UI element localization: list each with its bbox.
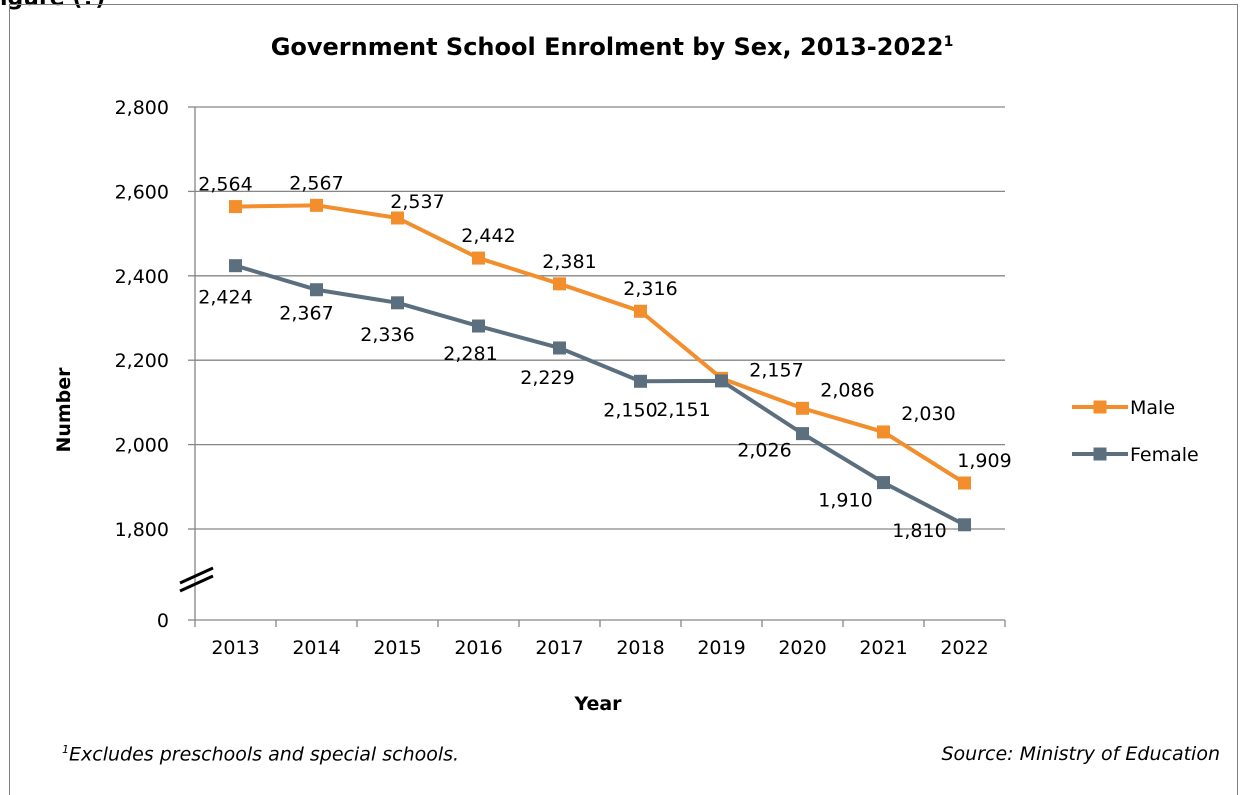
y-tick-label: 0: [157, 610, 169, 632]
legend-marker: [1093, 400, 1107, 414]
data-label: 2,381: [542, 251, 596, 273]
x-tick-label: 2021: [859, 637, 907, 659]
x-tick-label: 2020: [778, 637, 826, 659]
x-tick-label: 2014: [292, 637, 340, 659]
data-point-male: [958, 476, 971, 490]
gridlines: [195, 106, 1005, 530]
data-label: 2,086: [820, 379, 874, 401]
x-axis-label: Year: [573, 693, 622, 715]
series-line-female: [234, 263, 966, 527]
data-label: 1,810: [892, 520, 946, 542]
axis-break-mark: [179, 566, 214, 585]
axis-break-mark: [179, 574, 214, 593]
data-point-male: [391, 211, 404, 225]
data-point-female: [958, 518, 971, 532]
legend-label: Male: [1130, 397, 1175, 419]
series-lines: [229, 198, 971, 532]
data-label: 2,442: [461, 225, 515, 247]
data-label: 2,151: [656, 399, 710, 421]
footnote: 1Excludes preschools and special schools…: [62, 743, 460, 766]
data-point-female: [310, 283, 323, 297]
data-label: 2,567: [289, 172, 343, 194]
data-point-female: [472, 319, 485, 333]
figure-label: igure (?): [0, 0, 105, 11]
data-label: 2,150: [603, 399, 657, 421]
series-line-male: [235, 203, 966, 485]
data-point-female: [391, 296, 404, 310]
data-point-female: [715, 374, 728, 388]
data-point-male: [310, 198, 323, 212]
source-note: Source: Ministry of Education: [941, 743, 1221, 765]
data-point-female: [796, 427, 809, 441]
legend-marker: [1093, 447, 1107, 461]
y-tick-label: 2,200: [115, 350, 169, 372]
data-labels: 2,564 2,567 2,537 2,442 2,381 2,316 2,157 2,086…: [198, 172, 1011, 541]
data-point-female: [553, 341, 566, 355]
x-tick-label: 2017: [535, 637, 583, 659]
x-tick-labels: 2013 2014 2015 2016 2017 2018 2019 2020 2021 2022: [211, 637, 988, 659]
data-label: 2,026: [737, 440, 791, 462]
legend-label: Female: [1130, 444, 1199, 466]
y-tick-label: 2,400: [115, 266, 169, 288]
data-label: 1,909: [957, 450, 1011, 472]
y-tick-label: 2,000: [115, 435, 169, 457]
y-tick-label: 2,600: [115, 181, 169, 203]
data-point-male: [472, 251, 485, 265]
data-label: 2,564: [198, 174, 252, 196]
data-label: 2,537: [390, 191, 444, 213]
chart-title: Government School Enrolment by Sex, 2013…: [271, 33, 954, 61]
data-point-female: [229, 259, 242, 273]
data-label: 2,157: [749, 359, 803, 381]
data-point-male: [796, 401, 809, 415]
y-tick-label: 2,800: [115, 97, 169, 119]
x-tick-label: 2016: [454, 637, 502, 659]
data-label: 2,367: [279, 303, 333, 325]
x-tick-label: 2019: [697, 637, 745, 659]
data-point-female: [634, 374, 647, 388]
data-label: 2,030: [901, 403, 955, 425]
data-label: 2,336: [360, 324, 414, 346]
data-label: 2,316: [623, 278, 677, 300]
x-tick-label: 2018: [616, 637, 664, 659]
x-tick-label: 2013: [211, 637, 259, 659]
data-point-male: [877, 425, 890, 439]
data-point-male: [229, 200, 242, 214]
data-label: 2,424: [198, 287, 252, 309]
axes: [179, 106, 1006, 627]
x-tick-label: 2022: [940, 637, 988, 659]
y-tick-label: 1,800: [115, 519, 169, 541]
y-tick-labels: 0 1,800 2,000 2,200 2,400 2,600 2,800: [115, 97, 169, 632]
data-label: 2,229: [520, 367, 574, 389]
data-point-male: [634, 304, 647, 318]
data-point-male: [553, 277, 566, 291]
data-point-female: [877, 476, 890, 490]
chart-frame: [9, 4, 1238, 795]
data-label: 1,910: [818, 490, 872, 512]
data-label: 2,281: [443, 343, 497, 365]
legend: Male Female: [1072, 397, 1199, 466]
x-tick-label: 2015: [373, 637, 421, 659]
y-axis-label: Number: [53, 367, 75, 453]
